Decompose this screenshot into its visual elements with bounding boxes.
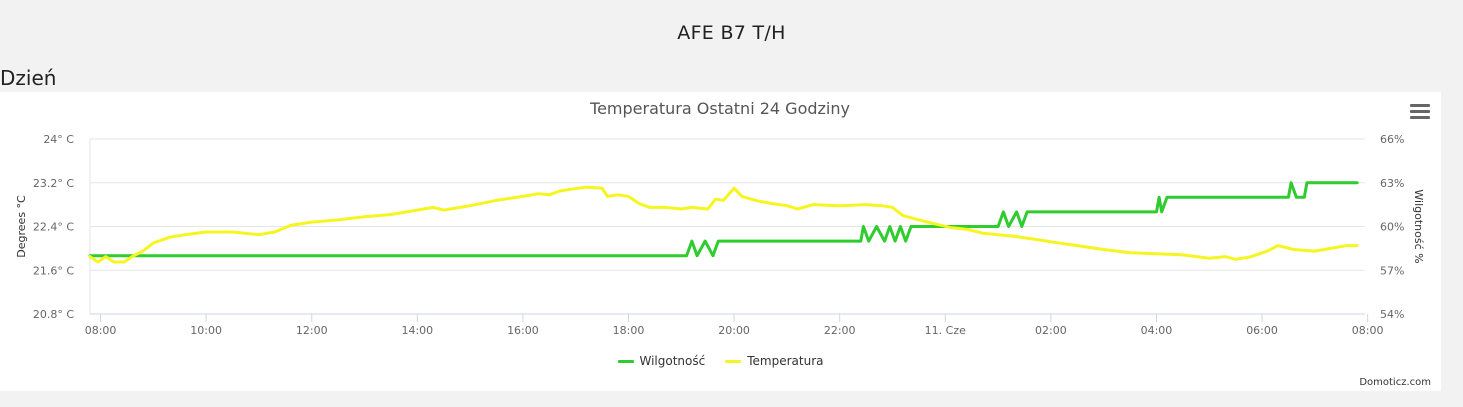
x-axis-tick-label: 08:00 [85, 324, 117, 337]
left-axis-tick-label: 23.2° C [33, 177, 74, 190]
right-axis-tick-label: 54% [1380, 308, 1404, 321]
x-axis-tick-label: 22:00 [824, 324, 856, 337]
x-axis-tick-label: 14:00 [401, 324, 433, 337]
series-layer [88, 181, 1359, 264]
left-y-axis: 24° C 23.2° C 22.4° C 21.6° C 20.8° C Degrees… [15, 133, 74, 321]
legend-swatch-temperature [725, 359, 742, 363]
x-axis-tick-label: 02:00 [1035, 324, 1067, 337]
legend-item-temperature[interactable]: Temperatura [725, 354, 823, 368]
right-axis-title: Wilgotność % [1412, 189, 1425, 263]
x-axis-tick-label: 08:00 [1352, 324, 1384, 337]
right-axis-tick-label: 57% [1380, 264, 1404, 277]
x-axis-tick-label: 11. Cze [925, 324, 966, 337]
page-title: AFE B7 T/H [677, 22, 786, 44]
x-axis-tick-label: 10:00 [190, 324, 222, 337]
right-axis-tick-label: 66% [1380, 133, 1404, 146]
right-axis-tick-label: 63% [1380, 177, 1404, 190]
right-axis-tick-label: 60% [1380, 221, 1404, 234]
grid-layer [89, 138, 1365, 315]
x-axis-tick-label: 18:00 [613, 324, 645, 337]
left-axis-tick-label: 24° C [43, 133, 74, 146]
x-axis-tick-label: 20:00 [718, 324, 750, 337]
temperature-humidity-chart: Temperatura Ostatni 24 Godziny 24° C 23.2… [15, 99, 1425, 337]
hamburger-menu-icon[interactable] [1410, 104, 1430, 121]
left-axis-tick-label: 22.4° C [33, 221, 74, 234]
x-axis-tick-label: 12:00 [296, 324, 328, 337]
chart-legend: Wilgotność Temperatura [0, 354, 1441, 368]
x-axis-tick-label: 06:00 [1246, 324, 1278, 337]
x-axis-tick-label: 04:00 [1141, 324, 1173, 337]
legend-swatch-humidity [617, 359, 634, 363]
chart-title: Temperatura Ostatni 24 Godziny [589, 99, 850, 118]
credits-link[interactable]: Domoticz.com [1359, 377, 1431, 388]
right-y-axis: 66% 63% 60% 57% 54% Wilgotność % [1380, 133, 1425, 321]
x-axis-tick-label: 16:00 [507, 324, 539, 337]
x-axis: 08:00 10:00 12:00 14:00 16:00 18:00 20:00 22:00… [85, 313, 1384, 337]
left-axis-tick-label: 21.6° C [33, 264, 74, 277]
legend-item-humidity[interactable]: Wilgotność [617, 354, 706, 368]
left-axis-title: Degrees °C [15, 195, 28, 258]
section-title: Dzień [0, 66, 57, 90]
series-line-temperature [88, 185, 1359, 264]
legend-label-humidity: Wilgotność [639, 354, 706, 368]
legend-label-temperature: Temperatura [747, 354, 824, 368]
left-axis-tick-label: 20.8° C [33, 308, 74, 321]
chart-panel: Temperatura Ostatni 24 Godziny 24° C 23.2… [0, 92, 1441, 391]
series-line-humidity [88, 181, 1359, 258]
